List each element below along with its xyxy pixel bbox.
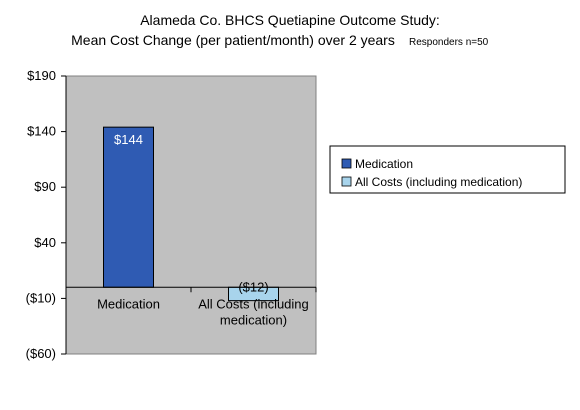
y-tick-label-4: ($10) — [26, 290, 56, 305]
category-label-line: All Costs (including — [198, 296, 309, 311]
bars: $144($12) — [103, 126, 279, 302]
legend: Medication All Costs (including medicati… — [329, 145, 566, 194]
legend-swatch-medication — [341, 158, 352, 169]
y-tick-label-2: $90 — [34, 179, 56, 194]
data-label-0: $144 — [114, 132, 143, 147]
legend-label-medication: Medication — [355, 157, 413, 171]
category-label-line: medication) — [220, 312, 287, 327]
y-tick-label-5: ($60) — [26, 346, 56, 361]
y-tick-label-1: $140 — [27, 124, 56, 139]
category-label-0: Medication — [97, 296, 160, 311]
y-axis: $190 $140 $90 $40 ($10) ($60) — [26, 68, 67, 361]
chart-title-line-2: Mean Cost Change (per patient/month) ove… — [71, 32, 395, 48]
y-tick-label-3: $40 — [34, 235, 56, 250]
legend-swatch-all-costs — [341, 176, 352, 187]
responders-note: Responders n=50 — [409, 37, 489, 48]
legend-box — [329, 145, 566, 194]
category-label-1: All Costs (including medication) — [198, 296, 309, 327]
legend-label-all-costs: All Costs (including medication) — [355, 175, 522, 189]
chart-title-line-1: Alameda Co. BHCS Quetiapine Outcome Stud… — [140, 12, 440, 28]
zero-axis — [65, 286, 317, 293]
category-labels: Medication All Costs (including medication… — [97, 296, 309, 327]
category-label-line: Medication — [97, 296, 160, 311]
y-tick-label-0: $190 — [27, 68, 56, 83]
bar-0 — [103, 126, 154, 288]
